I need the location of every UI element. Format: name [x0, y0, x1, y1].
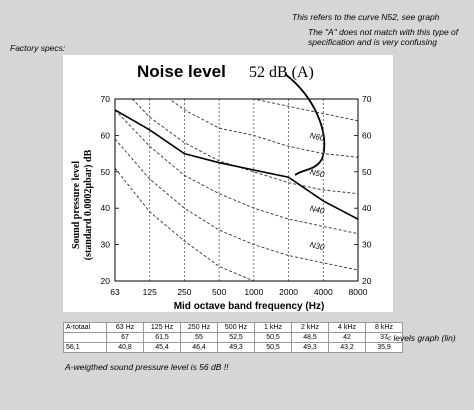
table-header-row: A-totaal 63 Hz 125 Hz 250 Hz 500 Hz 1 kHz 2 kH…	[63, 322, 403, 333]
a-note: The "A" does not match with this type of…	[308, 27, 459, 47]
y-tick-label-right: 20	[362, 276, 372, 286]
table-cell: 50,5	[254, 332, 292, 343]
y-tick-label-right: 60	[362, 130, 372, 140]
y-axis-label-line1: Sound pressure level	[71, 161, 82, 249]
levels-graph-note: < levels graph (lin)	[386, 333, 456, 343]
nc-curve-n30	[115, 138, 358, 271]
chart-panel	[63, 55, 393, 312]
table-cell: 67	[106, 332, 144, 343]
y-tick-label-right: 50	[362, 167, 372, 177]
nc-label-n30: N30	[309, 240, 326, 252]
table-cell: 48,5	[291, 332, 329, 343]
table-cell: 4 kHz	[328, 322, 366, 333]
nc-curve-n60	[168, 99, 358, 158]
y-tick-label-right: 30	[362, 240, 372, 250]
table-cell: 43,2	[328, 342, 366, 353]
a-weighted-note: A-weigthed sound pressure level is 56 dB…	[65, 362, 229, 372]
curve-note: This refers to the curve N52, see graph	[292, 12, 440, 22]
x-tick-label: 4000	[314, 287, 333, 297]
table-cell: 40,8	[106, 342, 144, 353]
y-axis-label-line2: (standard 0.0002µbar) dB	[83, 149, 94, 260]
table-cell: 63 Hz	[106, 322, 144, 333]
chart-title: Noise level	[137, 62, 226, 81]
factory-specs-label: Factory specs:	[10, 43, 66, 53]
table-cell: 52,5	[217, 332, 255, 343]
table-cell: 55	[180, 332, 218, 343]
x-tick-label: 500	[212, 287, 226, 297]
y-tick-label: 70	[101, 94, 111, 104]
table-cell: 45,4	[143, 342, 181, 353]
y-tick-label: 40	[101, 203, 111, 213]
nc-label-n40: N40	[309, 204, 326, 216]
nc-label-n50: N50	[309, 167, 326, 179]
annotation-pointer-curve	[284, 73, 326, 176]
measured-spectrum-line	[115, 109, 358, 220]
plot-frame	[114, 98, 359, 282]
x-tick-label: 63	[110, 287, 120, 297]
table-row: 56,1 40,8 45,4 46,4 49,3 50,5 49,3 43,2 35,9	[63, 342, 403, 353]
table-cell: 49,3	[291, 342, 329, 353]
table-cell: 35,9	[365, 342, 403, 353]
table-cell: 49,3	[217, 342, 255, 353]
x-tick-label: 250	[177, 287, 191, 297]
noise-chart: Noise level 52 dB (A) 63 125 250 500 1000 200…	[71, 62, 372, 312]
table-cell: 500 Hz	[217, 322, 255, 333]
table-cell: 42	[328, 332, 366, 343]
y-tick-label: 30	[101, 240, 111, 250]
nc-curve-n70	[251, 99, 358, 122]
chart-title-value: 52 dB (A)	[249, 64, 314, 81]
table-cell: 2 kHz	[291, 322, 329, 333]
x-tick-label: 1000	[244, 287, 263, 297]
y-tick-label-right: 40	[362, 203, 372, 213]
x-tick-label: 8000	[349, 287, 368, 297]
y-tick-label: 20	[101, 276, 111, 286]
table-cell: 50,5	[254, 342, 292, 353]
levels-table: A-totaal 63 Hz 125 Hz 250 Hz 500 Hz 1 kHz 2 kH…	[63, 322, 403, 353]
y-tick-label-right: 70	[362, 94, 372, 104]
table-cell: 46,4	[180, 342, 218, 353]
table-cell: A-totaal	[63, 322, 107, 333]
table-cell: 125 Hz	[143, 322, 181, 333]
table-row: 67 61,5 55 52,5 50,5 48,5 42 37	[63, 332, 403, 343]
y-tick-label: 60	[101, 130, 111, 140]
table-cell: 250 Hz	[180, 322, 218, 333]
x-axis-label: Mid octave band frequency (Hz)	[174, 301, 325, 312]
nc-curve-n20	[115, 167, 256, 281]
x-tick-label: 2000	[279, 287, 298, 297]
nc-label-n60: N60	[309, 131, 326, 143]
table-cell	[63, 332, 107, 343]
nc-curve-n40	[115, 109, 358, 235]
table-cell: 1 kHz	[254, 322, 292, 333]
y-tick-label: 50	[101, 167, 111, 177]
x-tick-label: 125	[143, 287, 157, 297]
table-cell: 56,1	[63, 342, 107, 353]
table-cell: 8 kHz	[365, 322, 403, 333]
table-cell: 61,5	[143, 332, 181, 343]
